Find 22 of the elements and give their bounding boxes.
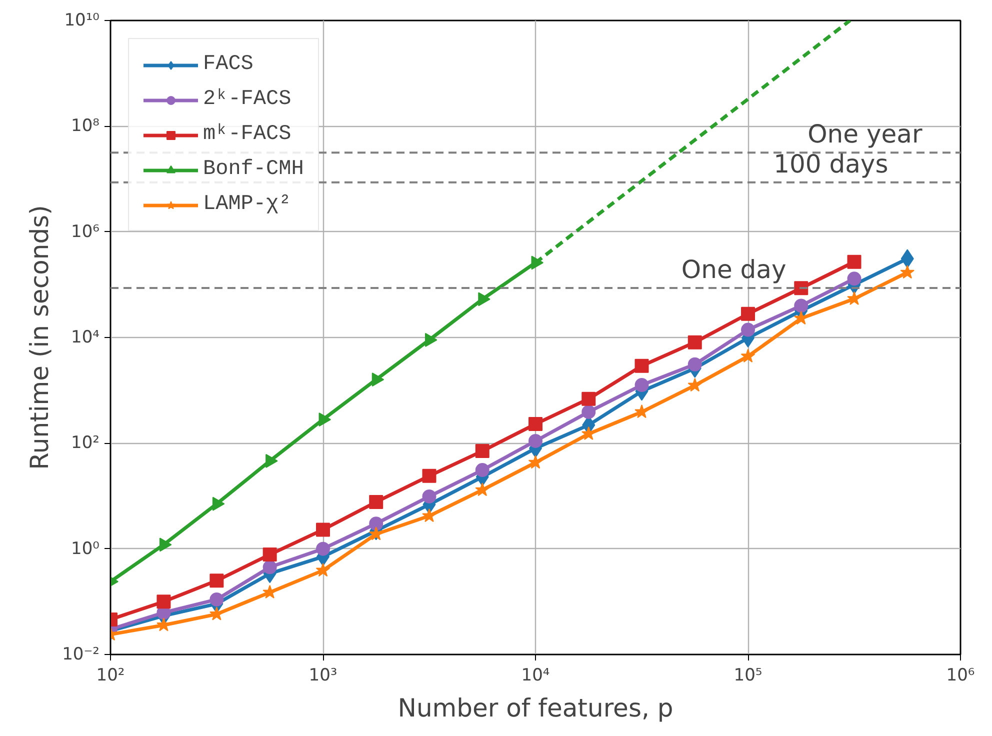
x-tick-label: 10⁵ [734, 666, 762, 686]
y-tick-label: 10² [71, 433, 100, 454]
y-axis-title: Runtime (in seconds) [25, 205, 54, 470]
x-tick-label: 10⁶ [946, 666, 975, 686]
legend-label: 2ᵏ-FACS [203, 88, 292, 111]
ref-line-label: One year [808, 120, 923, 149]
y-tick-label: 10⁻² [62, 644, 100, 664]
legend-label: Bonf-CMH [203, 158, 304, 181]
x-tick-label: 10³ [308, 666, 338, 686]
x-tick-label: 10² [96, 666, 125, 686]
y-tick-label: 10⁴ [71, 328, 100, 348]
legend-label: FACS [203, 53, 254, 76]
y-tick-label: 10⁸ [71, 116, 100, 136]
y-tick-label: 10¹⁰ [64, 10, 100, 30]
y-tick-label: 10⁰ [71, 538, 100, 559]
ref-line-label: One day [681, 255, 786, 284]
legend-label: LAMP-χ² [203, 193, 292, 216]
ref-line-label: 100 days [774, 149, 888, 178]
x-tick-label: 10⁴ [521, 666, 550, 686]
x-axis-title: Number of features, p [398, 694, 674, 722]
y-tick-label: 10⁶ [71, 222, 100, 242]
legend-label: mᵏ-FACS [203, 123, 292, 146]
